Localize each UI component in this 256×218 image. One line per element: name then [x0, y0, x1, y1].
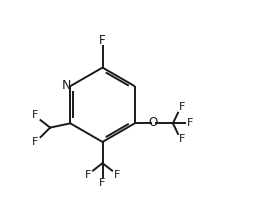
Text: N: N: [62, 79, 71, 92]
Text: F: F: [179, 134, 185, 144]
Text: F: F: [99, 34, 106, 47]
Text: F: F: [85, 170, 91, 180]
Text: F: F: [32, 137, 38, 147]
Text: F: F: [32, 111, 38, 121]
Text: F: F: [179, 102, 185, 112]
Text: F: F: [99, 178, 106, 188]
Text: F: F: [114, 170, 120, 180]
Text: O: O: [149, 116, 158, 129]
Text: F: F: [187, 118, 193, 128]
